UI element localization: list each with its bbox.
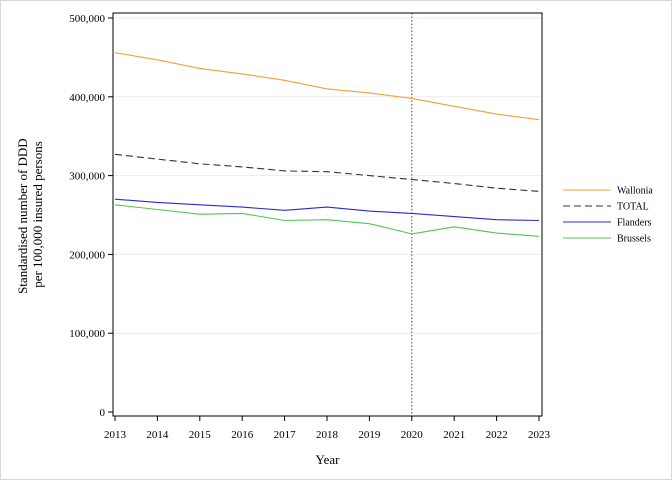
legend-label: TOTAL <box>617 202 649 213</box>
y-tick-label: 300,000 <box>69 171 105 183</box>
x-tick-label: 2022 <box>486 429 508 441</box>
x-tick-label: 2013 <box>104 429 127 441</box>
gridlines <box>113 17 542 334</box>
x-axis: 2013 2014 2015 2016 2017 2018 2019 2020 2021 2022… <box>104 416 551 441</box>
series-line-flanders <box>114 198 540 222</box>
x-tick-label: 2023 <box>528 429 551 441</box>
legend-label: Brussels <box>617 234 651 245</box>
legend-label: Wallonia <box>617 186 653 197</box>
x-tick-label: 2018 <box>316 429 339 441</box>
legend: Wallonia TOTAL Flanders Brussels <box>563 186 653 245</box>
series-line-wallonia <box>114 52 540 121</box>
x-tick-label: 2017 <box>274 429 297 441</box>
y-axis-title-line-1: Standardised number of DDD <box>15 138 30 294</box>
x-axis-title: Year <box>316 452 341 467</box>
x-tick-label: 2021 <box>443 429 465 441</box>
legend-item-flanders: Flanders <box>563 218 652 229</box>
x-tick-label: 2014 <box>146 429 169 441</box>
series-line-brussels <box>114 204 540 237</box>
legend-label: Flanders <box>617 218 652 229</box>
x-tick-label: 2020 <box>401 429 424 441</box>
plot-frame <box>112 12 543 417</box>
y-tick-label: 400,000 <box>69 92 105 104</box>
legend-item-total: TOTAL <box>563 202 649 213</box>
x-tick-label: 2016 <box>231 429 254 441</box>
legend-item-brussels: Brussels <box>563 234 651 245</box>
series-line-total <box>114 153 540 192</box>
y-axis-title: Standardised number of DDD per 100,000 i… <box>15 135 45 294</box>
y-tick-label: 0 <box>100 407 106 419</box>
x-tick-label: 2019 <box>358 429 381 441</box>
x-tick-label: 2015 <box>189 429 212 441</box>
y-axis: 0 100,000 200,000 300,000 400,000 500,000 <box>69 13 113 419</box>
legend-item-wallonia: Wallonia <box>563 186 653 197</box>
y-tick-label: 200,000 <box>69 249 105 261</box>
series-lines <box>114 52 540 237</box>
y-tick-label: 100,000 <box>69 328 105 340</box>
y-axis-title-line-2: per 100,000 insured persons <box>30 141 45 288</box>
y-tick-label: 500,000 <box>69 13 105 25</box>
